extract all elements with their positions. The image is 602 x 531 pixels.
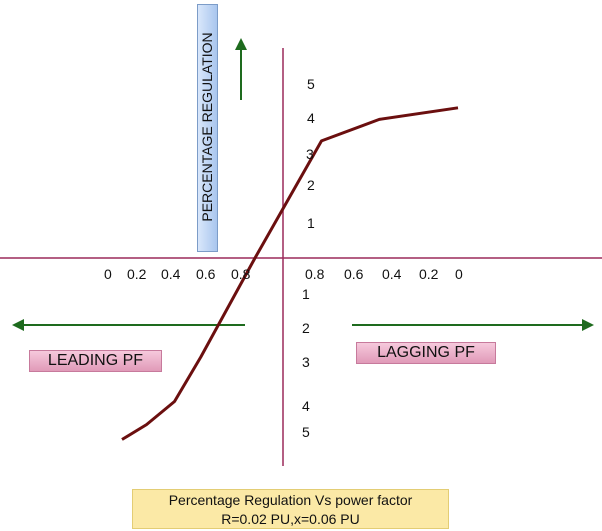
lagging-pf-label: LAGGING PF bbox=[356, 342, 496, 364]
negative-regulation-tick: 5 bbox=[302, 424, 310, 440]
y-axis-label-box bbox=[197, 4, 218, 252]
negative-regulation-tick: 2 bbox=[302, 320, 310, 336]
chart-subtitle: R=0.02 PU,x=0.06 PU bbox=[221, 511, 360, 527]
negative-regulation-tick: 4 bbox=[302, 398, 310, 414]
right-arrow-icon bbox=[582, 319, 594, 331]
lagging-pf-tick: 0.6 bbox=[344, 266, 364, 282]
leading-pf-label: LEADING PF bbox=[29, 350, 162, 372]
up-arrow-icon bbox=[235, 38, 247, 50]
leading-pf-tick: 0.8 bbox=[231, 266, 251, 282]
chart-title-box: Percentage Regulation Vs power factor R=… bbox=[132, 489, 449, 529]
positive-regulation-tick: 1 bbox=[307, 215, 315, 231]
positive-regulation-tick: 2 bbox=[307, 177, 315, 193]
regulation-curve bbox=[121, 106, 459, 441]
lagging-pf-tick: 0.2 bbox=[419, 266, 439, 282]
lagging-pf-tick: 0.8 bbox=[305, 266, 325, 282]
leading-pf-tick: 0.2 bbox=[127, 266, 147, 282]
positive-regulation-tick: 4 bbox=[307, 110, 315, 126]
leading-pf-tick: 0.4 bbox=[161, 266, 181, 282]
leading-pf-tick: 0.6 bbox=[196, 266, 216, 282]
tick-labels: 0 0.2 0.4 0.6 0.8 0.8 0.6 0.4 0.2 0 1 2 3 4 5 1 2 3 4 5 bbox=[104, 76, 463, 440]
left-arrow-icon bbox=[12, 319, 24, 331]
leading-pf-tick: 0 bbox=[104, 266, 112, 282]
negative-regulation-tick: 1 bbox=[302, 286, 310, 302]
chart-title: Percentage Regulation Vs power factor bbox=[168, 492, 413, 508]
lagging-pf-tick: 0.4 bbox=[382, 266, 402, 282]
positive-regulation-tick: 5 bbox=[307, 76, 315, 92]
positive-regulation-tick: 3 bbox=[306, 146, 314, 162]
y-axis-label: PERCENTAGE REGULATION bbox=[199, 32, 215, 222]
lagging-pf-tick: 0 bbox=[455, 266, 463, 282]
negative-regulation-tick: 3 bbox=[302, 354, 310, 370]
